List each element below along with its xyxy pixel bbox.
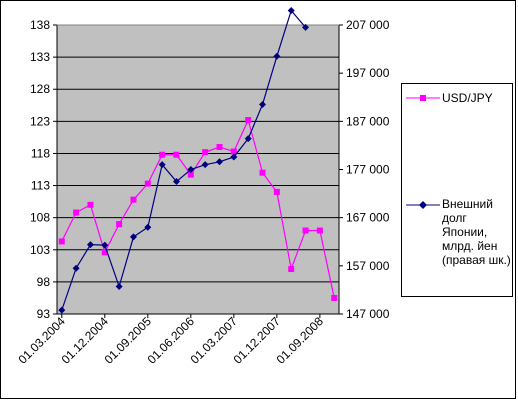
right-tick-label: 187 000: [346, 114, 390, 128]
left-tick-label: 98: [37, 275, 51, 289]
debt-point: [72, 264, 80, 272]
left-tick-label: 93: [37, 307, 51, 321]
debt-point: [172, 178, 180, 186]
usd-jpy-point: [58, 238, 65, 245]
legend-swatch-usd-jpy: [406, 95, 440, 101]
debt-point: [287, 7, 295, 15]
usd-jpy-point: [288, 266, 295, 273]
axes: [53, 24, 343, 318]
usd-jpy-point: [144, 180, 151, 187]
debt-point: [129, 233, 137, 241]
debt-point: [244, 135, 252, 143]
left-tick-label: 138: [30, 18, 50, 32]
legend-entry-usd-jpy: USD/JPY: [402, 90, 512, 106]
debt-point: [144, 223, 152, 231]
usd-jpy-point: [87, 201, 94, 208]
left-tick-label: 118: [31, 146, 50, 160]
usd-jpy-point: [202, 149, 209, 156]
usd-jpy-point: [230, 148, 237, 155]
left-tick-label: 108: [30, 211, 50, 225]
usd-jpy-point: [316, 227, 323, 234]
left-tick-label: 123: [30, 114, 50, 128]
legend-entry-debt: Внешний долг Японии, млрд. йен (правая ш…: [402, 197, 512, 293]
debt-point: [158, 161, 166, 169]
usd-jpy-point: [187, 171, 194, 178]
legend-label-debt: Внешний долг Японии, млрд. йен (правая ш…: [442, 197, 511, 267]
left-tick-label: 113: [31, 179, 50, 193]
usd-jpy-point: [245, 117, 252, 124]
left-tick-label: 133: [30, 50, 50, 64]
series-line-usd-jpy: [61, 118, 335, 299]
left-tick-label: 128: [30, 82, 50, 96]
right-tick-label: 177 000: [346, 163, 390, 177]
debt-point: [216, 158, 224, 166]
usd-jpy-point: [116, 221, 123, 228]
right-tick-label: 197 000: [346, 66, 390, 80]
right-tick-label: 157 000: [346, 259, 390, 273]
debt-point: [273, 52, 281, 60]
usd-jpy-point: [73, 209, 80, 216]
usd-jpy-point: [302, 227, 309, 234]
legend: USD/JPY Внешний долг Японии, млрд. йен (…: [401, 83, 513, 297]
left-tick-label: 103: [30, 243, 50, 257]
legend-label-usd-jpy: USD/JPY: [442, 91, 493, 105]
debt-point: [58, 306, 66, 314]
debt-point: [187, 166, 195, 173]
debt-point: [115, 283, 123, 291]
right-tick-label: 167 000: [346, 211, 390, 225]
debt-point: [230, 153, 238, 161]
series: [58, 7, 338, 314]
right-tick-label: 147 000: [346, 307, 390, 321]
usd-jpy-point: [259, 169, 266, 176]
usd-jpy-point: [101, 249, 108, 256]
plot-area: [57, 25, 339, 314]
usd-jpy-point: [159, 151, 166, 158]
x-tick-label: 01.09.2008: [274, 314, 327, 367]
debt-point: [86, 241, 94, 249]
right-tick-label: 207 000: [346, 18, 390, 32]
debt-point: [302, 23, 310, 31]
usd-jpy-point: [173, 151, 180, 158]
usd-jpy-point: [273, 188, 280, 195]
debt-point: [101, 241, 109, 249]
usd-jpy-point: [130, 196, 137, 203]
debt-point: [201, 161, 209, 169]
legend-swatch-debt: [406, 201, 440, 209]
usd-jpy-point: [216, 144, 223, 151]
debt-point: [259, 100, 267, 108]
usd-jpy-point: [331, 294, 338, 301]
